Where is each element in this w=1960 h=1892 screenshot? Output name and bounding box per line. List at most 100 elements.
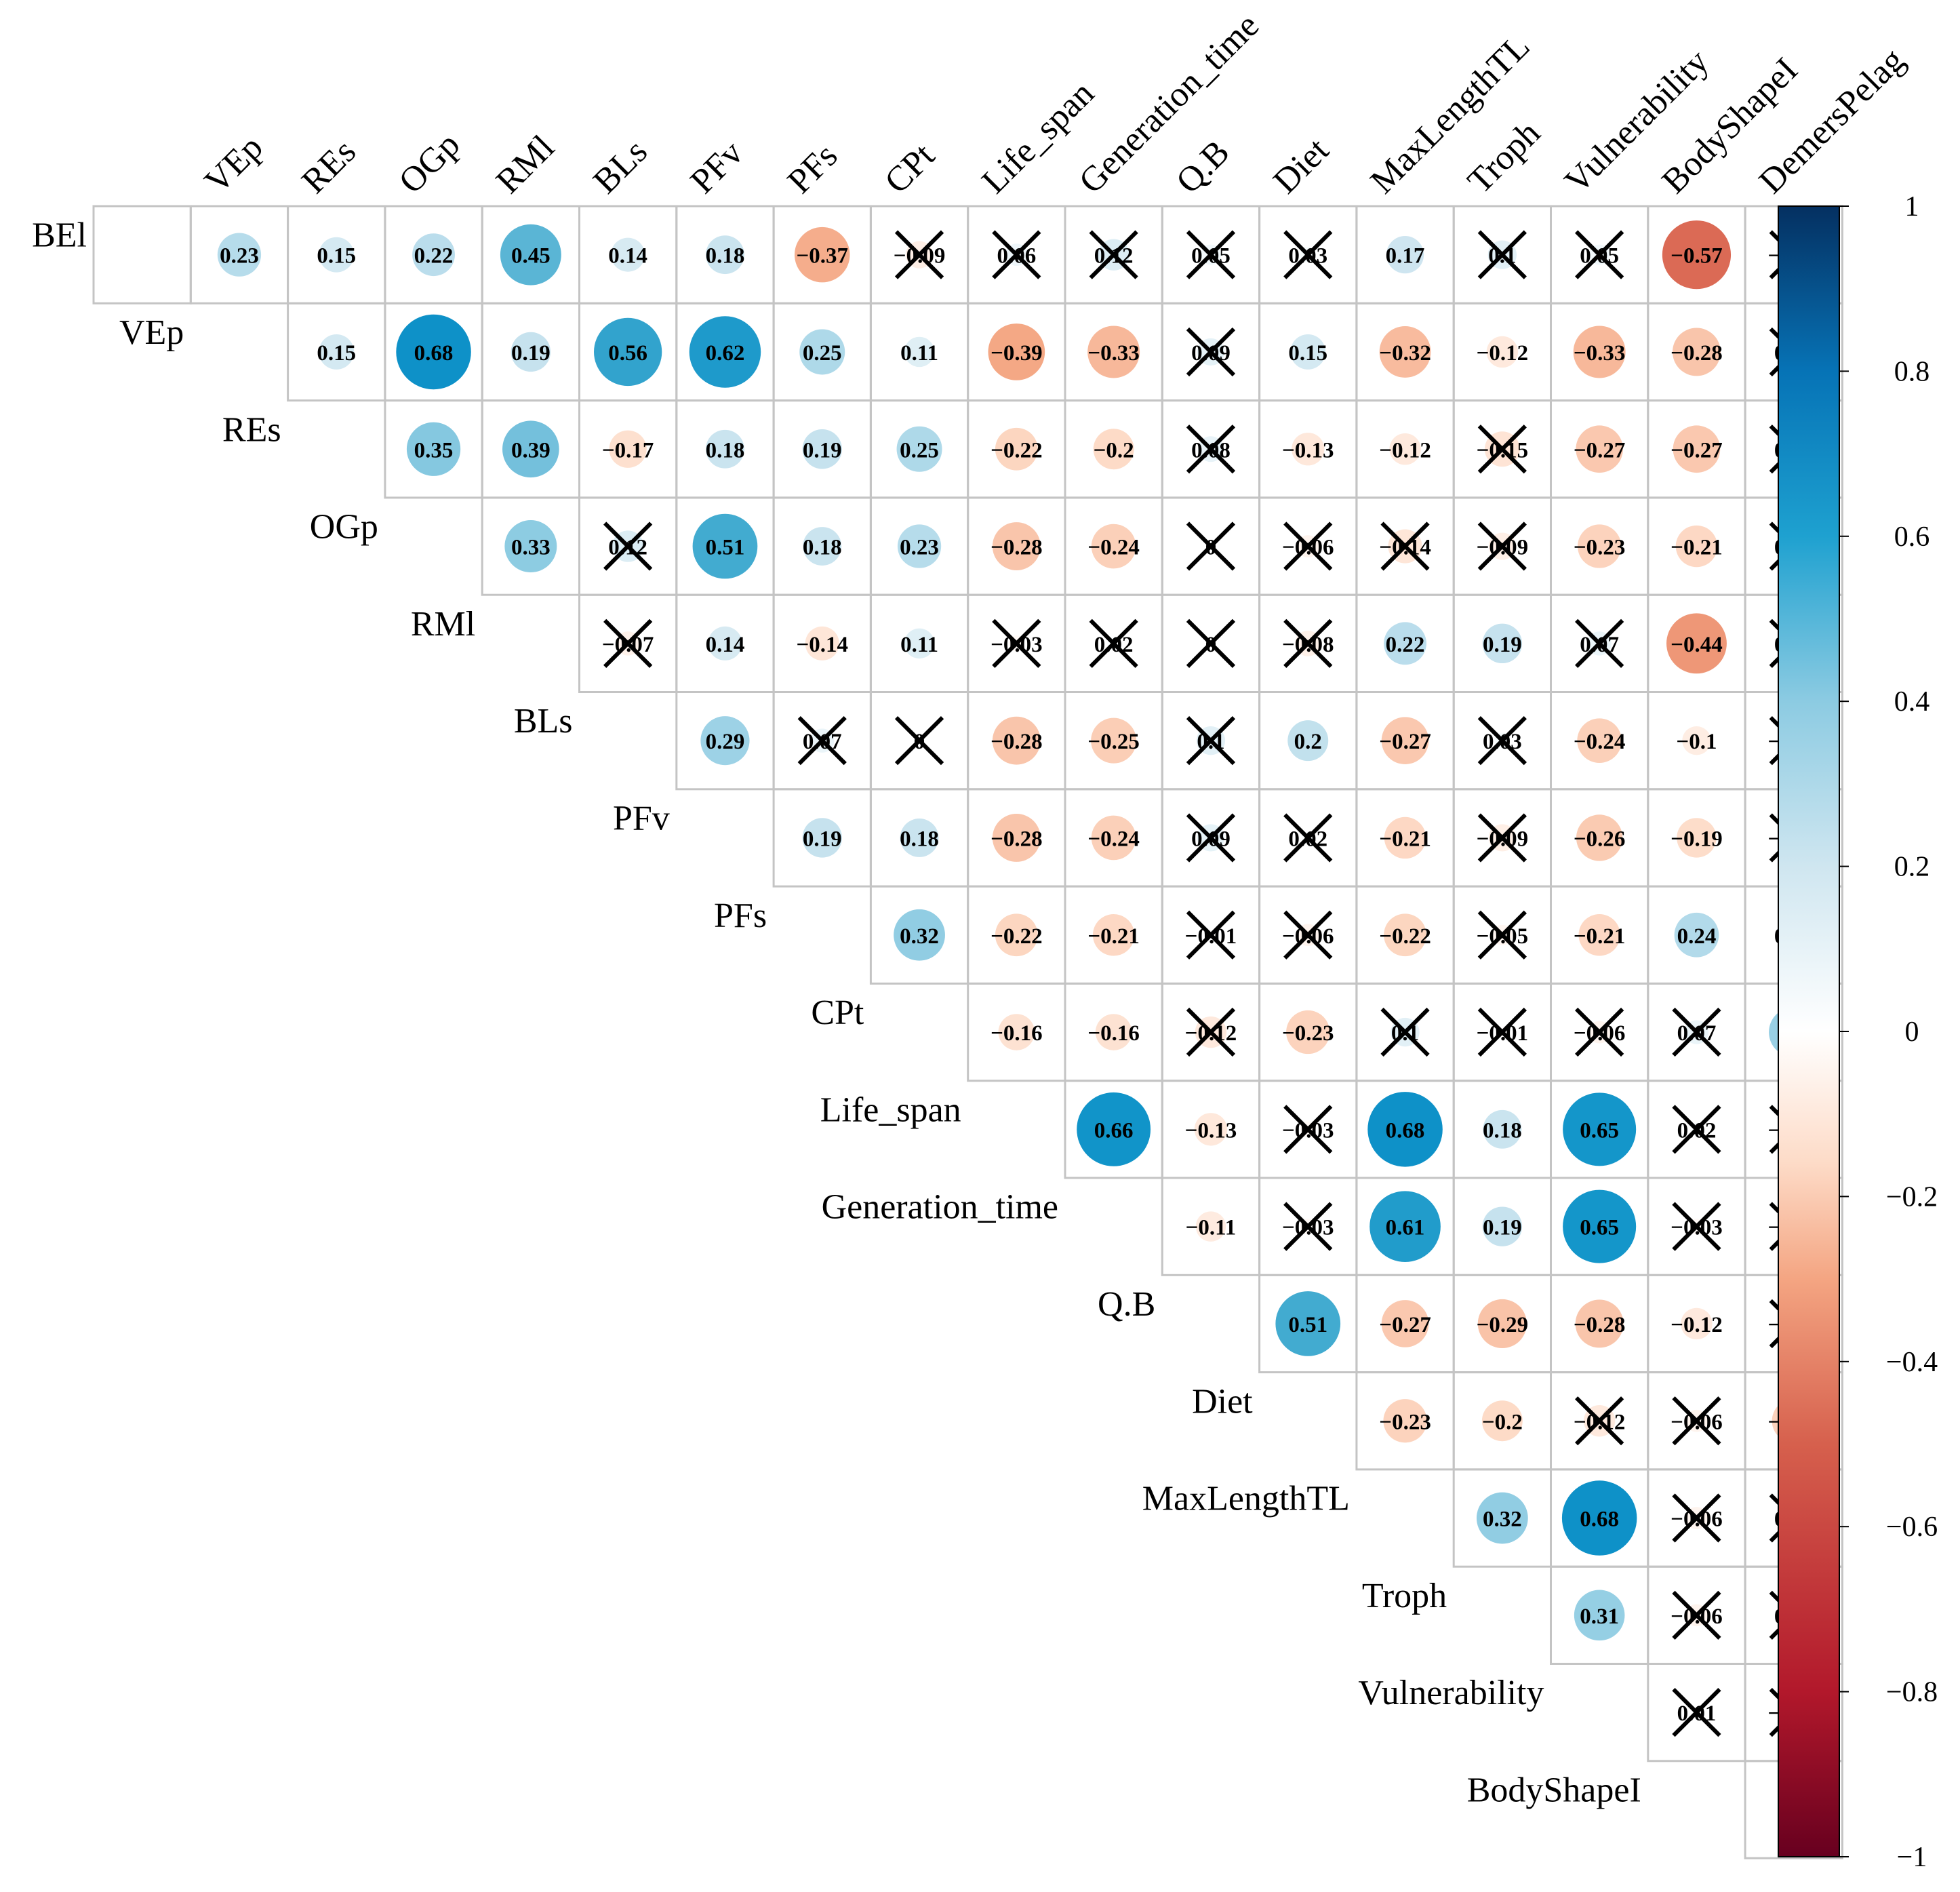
correlation-circle: [1578, 914, 1620, 956]
non-significant-cross: [603, 618, 653, 668]
column-label: BLs: [586, 132, 655, 201]
non-significant-cross: [1477, 230, 1527, 279]
row-label: BodyShapeI: [1467, 1771, 1641, 1809]
correlation-value: −0.27: [1574, 438, 1626, 462]
correlation-circle: [1384, 622, 1426, 665]
correlation-value: −0.19: [1671, 827, 1723, 851]
non-significant-cross: [1575, 1007, 1624, 1057]
correlation-circles: [217, 220, 1819, 1824]
correlation-value: 0.56: [608, 341, 647, 366]
correlation-value: 0.25: [900, 438, 939, 462]
correlation-value: −0.21: [1087, 924, 1140, 949]
correlation-value: 0.15: [317, 341, 356, 366]
correlation-value: 0.68: [1580, 1507, 1619, 1532]
correlation-value: −0.12: [1671, 1313, 1723, 1337]
correlation-value: 0.19: [803, 438, 842, 462]
correlation-circle: [1477, 1299, 1527, 1349]
non-significant-cross: [1186, 1007, 1236, 1057]
row-label: VEp: [119, 313, 184, 352]
colorbar-tick-label: −1: [1897, 1842, 1927, 1873]
matrix-cell: [92, 205, 192, 304]
column-label: PFs: [780, 136, 845, 201]
correlation-circle: [1091, 815, 1136, 861]
correlation-circle: [502, 420, 559, 478]
row-label: MaxLengthTL: [1142, 1480, 1350, 1518]
correlation-value: 0.35: [414, 438, 454, 462]
non-significant-cross: [1380, 521, 1430, 571]
correlation-value: 0.18: [900, 827, 939, 851]
correlation-value: 0.65: [1580, 1216, 1619, 1240]
column-label: RMl: [489, 128, 562, 201]
non-significant-cross: [1477, 425, 1527, 474]
correlation-circle: [802, 818, 842, 858]
correlation-circle: [1675, 525, 1718, 568]
correlation-circle: [504, 520, 557, 573]
correlation-circle: [1091, 524, 1136, 569]
row-label: Generation_time: [822, 1188, 1058, 1227]
correlation-value: 0.25: [803, 341, 842, 366]
correlation-circle: [708, 626, 742, 661]
non-significant-cross: [1283, 1202, 1333, 1251]
non-significant-cross: [1477, 716, 1527, 766]
correlation-circle: [897, 524, 942, 568]
non-significant-cross: [1089, 230, 1138, 279]
correlation-circle: [1381, 1300, 1429, 1347]
correlation-value: 0.11: [900, 341, 938, 366]
correlation-value: −0.2: [1094, 438, 1134, 462]
correlation-value: −0.57: [1671, 244, 1723, 269]
correlation-circle: [1673, 425, 1721, 473]
correlation-circle: [689, 316, 761, 388]
correlation-value: 0.2: [1294, 730, 1322, 754]
correlation-circle: [1681, 1307, 1713, 1340]
correlation-value: 0.14: [608, 244, 647, 269]
correlation-circle: [1576, 814, 1623, 861]
non-significant-cross: [603, 521, 653, 571]
correlation-circle: [1275, 1291, 1341, 1356]
non-significant-cross: [1672, 1202, 1721, 1251]
correlation-value: −0.16: [991, 1021, 1043, 1046]
correlation-value: −0.24: [1087, 827, 1140, 851]
non-significant-cross: [1575, 1396, 1624, 1446]
column-label: Diet: [1266, 130, 1336, 201]
row-label: RMl: [411, 605, 475, 644]
correlation-value: −0.28: [991, 730, 1043, 754]
non-significant-cross: [1186, 425, 1236, 474]
correlation-value: 0.18: [706, 244, 745, 269]
correlation-value: −0.12: [1477, 341, 1529, 366]
correlation-value: −0.14: [796, 633, 848, 657]
non-significant-cross: [992, 618, 1041, 668]
row-label: Life_span: [820, 1090, 961, 1129]
correlation-circle: [1384, 913, 1426, 957]
correlation-value: 0.39: [511, 438, 551, 462]
row-label: Q.B: [1098, 1285, 1155, 1324]
colorbar-tick-label: 0.4: [1894, 686, 1930, 717]
non-significant-cross: [1380, 1007, 1430, 1057]
row-label: Troph: [1362, 1577, 1447, 1615]
correlation-value: −0.25: [1087, 730, 1140, 754]
correlation-value: −0.1: [1676, 730, 1717, 754]
correlation-circle: [1290, 334, 1326, 370]
correlation-circle: [1384, 816, 1426, 859]
row-label: Diet: [1192, 1382, 1253, 1421]
non-significant-cross: [1672, 1105, 1721, 1154]
column-label: VEp: [197, 128, 271, 201]
correlation-value: −0.28: [1671, 341, 1723, 366]
correlation-circle: [511, 332, 551, 372]
column-label: REs: [294, 132, 363, 201]
correlation-value: 0.62: [706, 341, 745, 366]
colorbar: [1778, 205, 1840, 1857]
non-significant-cross: [1283, 521, 1333, 571]
non-significant-cross: [1186, 618, 1236, 668]
correlation-circle: [794, 226, 850, 283]
non-significant-cross: [1672, 1007, 1721, 1057]
correlation-circle: [1286, 1010, 1330, 1055]
column-label: OGp: [392, 125, 468, 201]
correlation-value: 0.18: [1483, 1118, 1522, 1143]
correlation-circle: [1563, 1189, 1637, 1263]
correlation-value: 0.45: [511, 244, 551, 269]
correlation-value: −0.27: [1379, 1313, 1431, 1337]
non-significant-cross: [1186, 327, 1236, 377]
correlation-circle: [700, 716, 750, 766]
correlation-circle: [412, 233, 455, 277]
colorbar-tick-label: 1: [1905, 191, 1919, 222]
